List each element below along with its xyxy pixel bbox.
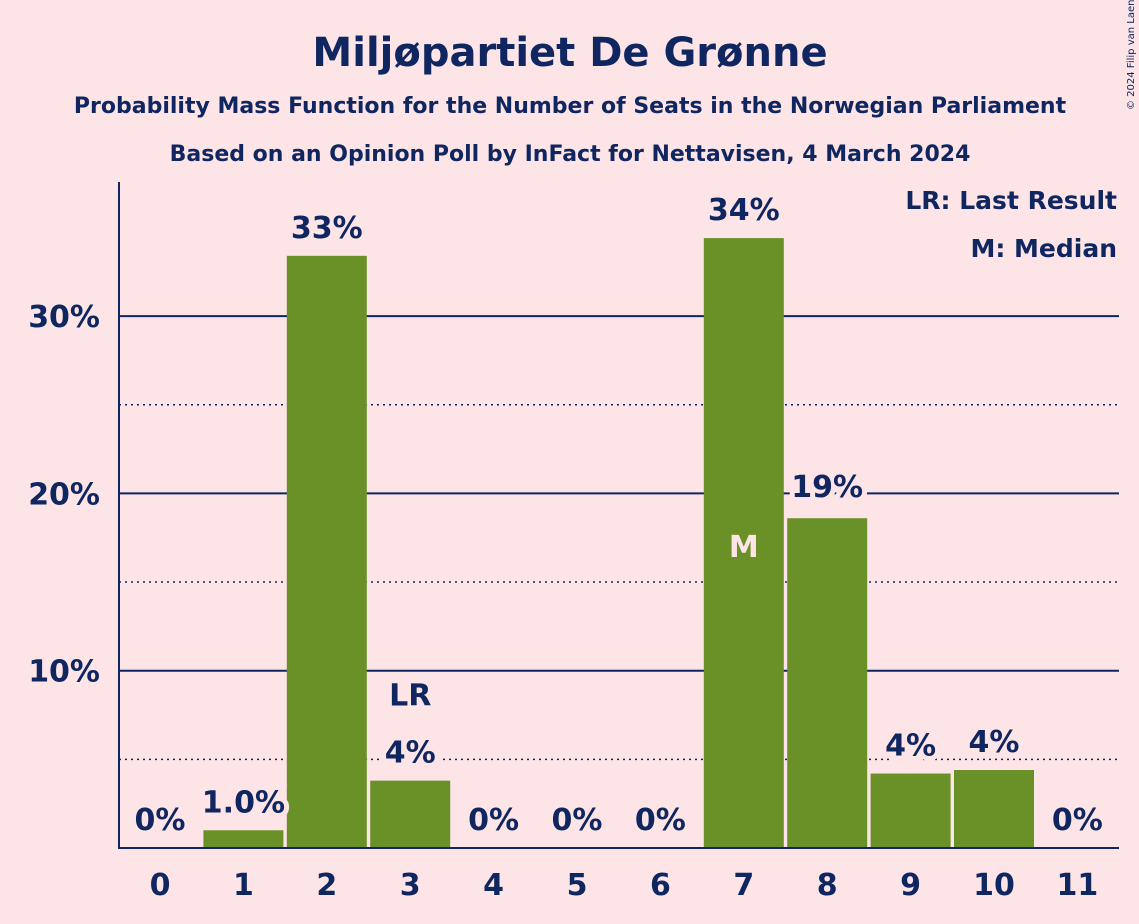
x-tick-label: 1	[233, 868, 254, 903]
x-tick-label: 10	[973, 868, 1015, 903]
x-tick-label: 3	[400, 868, 421, 903]
bar-value-label: 4%	[885, 729, 936, 764]
bar-3-seats	[370, 780, 451, 848]
bar-value-label: 1.0%	[202, 785, 285, 820]
legend-median: M: Median	[970, 234, 1117, 263]
y-tick-label: 10%	[28, 655, 100, 690]
x-tick-label: 0	[150, 868, 171, 903]
last-result-marker: LR	[389, 679, 431, 714]
bar-1-seats	[203, 830, 284, 848]
bar-9-seats	[870, 773, 951, 848]
bar-value-label: 4%	[969, 725, 1020, 760]
bar-value-label: 0%	[552, 803, 603, 838]
chart-title: Miljøpartiet De Grønne	[312, 30, 827, 76]
bar-8-seats	[787, 518, 868, 848]
grid-lines	[119, 315, 1119, 761]
chart-source: Based on an Opinion Poll by InFact for N…	[170, 142, 971, 167]
copyright-note: © 2024 Filip van Laenen	[1126, 0, 1137, 110]
bars-group	[203, 238, 1034, 848]
bar-value-label: 33%	[291, 211, 363, 246]
axes-group: 10% 20% 30% 0 1 2 3 4 5 6 7 8 9 10 11	[28, 182, 1119, 903]
labels-group: 0% 1.0% 33% 4% 0% 0% 0% 34% 19% 4% 4% 0% LR M	[130, 188, 1108, 843]
bar-value-label: 0%	[135, 803, 186, 838]
bar-value-label: 0%	[1052, 803, 1103, 838]
y-tick-label: 30%	[28, 300, 100, 335]
bar-value-label: 4%	[385, 736, 436, 771]
median-marker: M	[729, 530, 759, 565]
x-tick-label: 4	[483, 868, 504, 903]
bar-10-seats	[954, 769, 1034, 848]
x-tick-label: 7	[733, 868, 754, 903]
bar-2-seats	[286, 255, 367, 848]
bar-value-label: 34%	[708, 193, 780, 228]
x-tick-label: 5	[567, 868, 588, 903]
x-tick-label: 11	[1057, 868, 1099, 903]
bar-value-label: 19%	[791, 470, 863, 505]
bar-value-label: 0%	[468, 803, 519, 838]
x-tick-label: 9	[900, 868, 921, 903]
bar-7-seats	[703, 238, 784, 848]
chart-subtitle: Probability Mass Function for the Number…	[74, 94, 1067, 119]
bar-value-label: 0%	[635, 803, 686, 838]
legend-last-result: LR: Last Result	[905, 186, 1117, 215]
x-tick-label: 8	[817, 868, 838, 903]
y-tick-label: 20%	[28, 477, 100, 512]
x-tick-label: 2	[316, 868, 337, 903]
x-tick-label: 6	[650, 868, 671, 903]
